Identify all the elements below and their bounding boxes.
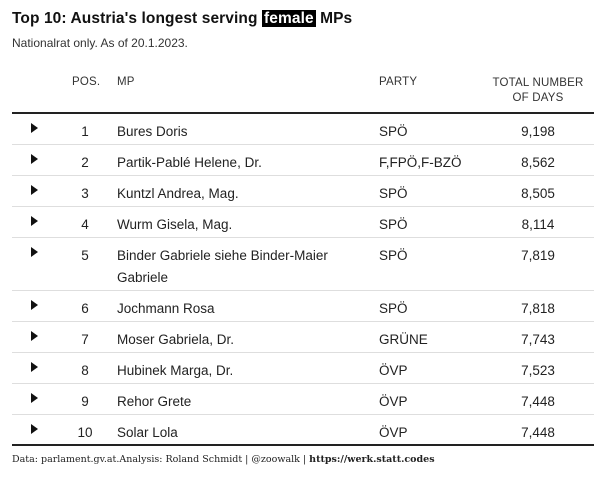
expand-row-icon[interactable] [31,393,38,403]
row-pos: 2 [81,155,89,170]
expand-row-icon[interactable] [31,154,38,164]
table-row[interactable]: 5 Binder Gabriele siehe Binder-Maier Gabr… [12,238,594,291]
row-pos: 4 [81,217,89,232]
table-row[interactable]: 7 Moser Gabriela, Dr. GRÜNE 7,743 [12,322,594,353]
row-pos: 10 [77,425,93,440]
row-total-days: 7,743 [521,332,555,347]
row-mp-name: Binder Gabriele siehe Binder-Maier Gabri… [117,248,328,285]
row-pos: 8 [81,363,89,378]
column-header-pos: POS. [72,76,101,88]
row-mp-name: Bures Doris [117,124,188,139]
row-mp-name: Kuntzl Andrea, Mag. [117,186,239,201]
row-mp-name: Jochmann Rosa [117,301,215,316]
row-pos: 1 [81,124,89,139]
row-total-days: 8,562 [521,155,555,170]
table-row[interactable]: 10 Solar Lola ÖVP 7,448 [12,415,594,446]
title-text-before: Top 10: Austria's longest serving [12,10,262,27]
row-total-days: 7,819 [521,248,555,263]
table-row[interactable]: 4 Wurm Gisela, Mag. SPÖ 8,114 [12,207,594,238]
column-header-days-line1: TOTAL NUMBER [492,77,584,89]
row-total-days: 7,448 [521,394,555,409]
footer-credits: Data: parlament.gv.at.Analysis: Roland S… [12,454,435,465]
row-total-days: 7,523 [521,363,555,378]
title-highlight: female [261,10,316,27]
row-pos: 3 [81,186,89,201]
row-party: ÖVP [379,394,408,409]
row-total-days: 9,198 [521,124,555,139]
row-total-days: 7,448 [521,425,555,440]
footer-link[interactable]: https://werk.statt.codes [309,454,435,465]
title-text-after: MPs [315,10,353,27]
row-party: GRÜNE [379,332,428,347]
table-body: 1 Bures Doris SPÖ 9,198 2 Partik-Pablé Helene… [12,114,594,446]
column-header-mp: MP [117,76,135,88]
row-total-days: 8,114 [521,217,555,232]
table-row[interactable]: 8 Hubinek Marga, Dr. ÖVP 7,523 [12,353,594,384]
table-row[interactable]: 3 Kuntzl Andrea, Mag. SPÖ 8,505 [12,176,594,207]
data-table: POS. MP PARTY TOTAL NUMBER OF DAYS 1 Bures… [12,72,594,446]
expand-row-icon[interactable] [31,300,38,310]
row-total-days: 8,505 [521,186,555,201]
expand-row-icon[interactable] [31,185,38,195]
row-mp-name: Wurm Gisela, Mag. [117,217,233,232]
table-row[interactable]: 2 Partik-Pablé Helene, Dr. F,FPÖ,F-BZÖ 8,56… [12,145,594,176]
expand-row-icon[interactable] [31,362,38,372]
page-title: Top 10: Austria's longest serving female… [12,10,352,28]
row-party: SPÖ [379,124,408,139]
column-header-days-line2: OF DAYS [512,92,564,104]
row-pos: 7 [81,332,89,347]
expand-row-icon[interactable] [31,424,38,434]
row-party: SPÖ [379,186,408,201]
row-pos: 6 [81,301,89,316]
row-mp-name: Rehor Grete [117,394,192,409]
row-party: SPÖ [379,217,408,232]
row-mp-name: Solar Lola [117,425,178,440]
table-row[interactable]: 9 Rehor Grete ÖVP 7,448 [12,384,594,415]
expand-row-icon[interactable] [31,123,38,133]
row-mp-name: Moser Gabriela, Dr. [117,332,235,347]
row-party: SPÖ [379,248,408,263]
footer-source: Data: parlament.gv.at.Analysis: Roland S… [12,454,310,465]
row-party: ÖVP [379,425,408,440]
row-party: ÖVP [379,363,408,378]
table-header: POS. MP PARTY TOTAL NUMBER OF DAYS [12,72,594,114]
row-mp-name: Partik-Pablé Helene, Dr. [117,155,262,170]
row-total-days: 7,818 [521,301,555,316]
expand-row-icon[interactable] [31,247,38,257]
expand-row-icon[interactable] [31,216,38,226]
column-header-days: TOTAL NUMBER OF DAYS [488,76,588,106]
row-pos: 5 [81,248,89,263]
subtitle: Nationalrat only. As of 20.1.2023. [12,36,188,50]
row-mp-name: Hubinek Marga, Dr. [117,363,234,378]
column-header-party: PARTY [379,76,418,88]
row-pos: 9 [81,394,89,409]
row-party: F,FPÖ,F-BZÖ [379,155,462,170]
table-row[interactable]: 6 Jochmann Rosa SPÖ 7,818 [12,291,594,322]
row-party: SPÖ [379,301,408,316]
expand-row-icon[interactable] [31,331,38,341]
table-row[interactable]: 1 Bures Doris SPÖ 9,198 [12,114,594,145]
